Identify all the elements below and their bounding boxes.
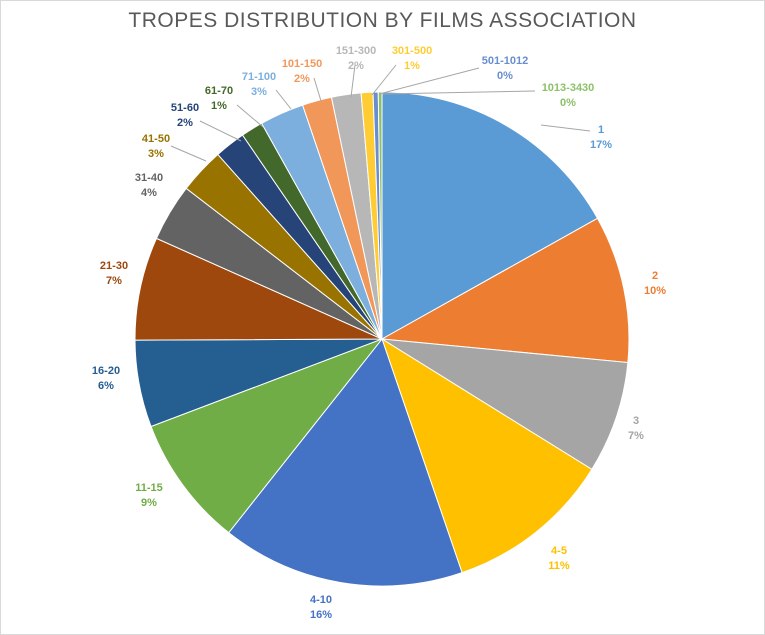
data-label-percent: 4% (141, 187, 157, 199)
leader-line-71-100 (275, 89, 292, 110)
data-label-101-150: 101-150 2% (282, 58, 322, 85)
data-label-category: 101-150 (282, 58, 322, 70)
pie-slice-4-10 (228, 337, 463, 587)
data-label-category: 16-20 (92, 365, 120, 377)
data-label-percent: 3% (251, 86, 267, 98)
leader-line-101-150 (313, 77, 322, 102)
data-label-percent: 7% (628, 430, 644, 442)
data-label-61-70: 61-70 1% (205, 85, 233, 112)
data-label-category: 501-1012 (482, 55, 529, 67)
data-label-category: 4-5 (551, 545, 567, 557)
data-label-category: 31-40 (135, 172, 163, 184)
data-label-percent: 10% (644, 285, 666, 297)
chart-title: TROPES DISTRIBUTION BY FILMS ASSOCIATION (128, 9, 637, 32)
leader-line-301-500 (371, 64, 397, 96)
data-label-percent: 2% (294, 73, 310, 85)
data-label-percent: 0% (497, 70, 513, 82)
data-label-51-60: 51-60 2% (171, 102, 199, 129)
data-label-11-15: 11-15 9% (135, 482, 163, 509)
data-label-category: 1 (598, 124, 604, 136)
data-label-percent: 16% (310, 609, 332, 621)
data-label-4-5: 4-511% (548, 545, 570, 572)
data-label-2: 210% (644, 270, 666, 297)
data-label-4-10: 4-10 16% (310, 594, 332, 621)
data-label-percent: 6% (98, 380, 114, 392)
data-label-percent: 1% (404, 60, 420, 72)
data-label-category: 4-10 (310, 594, 332, 606)
data-label-percent: 3% (148, 148, 164, 160)
leader-line-41-50 (170, 145, 207, 162)
data-label-category: 3 (633, 415, 639, 427)
data-label-41-50: 41-50 3% (142, 133, 170, 160)
data-label-category: 51-60 (171, 102, 199, 114)
data-label-percent: 17% (590, 139, 612, 151)
data-label-category: 41-50 (142, 133, 170, 145)
data-label-501-1012: 501-1012 0% (482, 55, 529, 82)
data-label-category: 71-100 (242, 71, 276, 83)
data-label-category: 61-70 (205, 85, 233, 97)
data-label-category: 151-300 (336, 45, 376, 57)
leader-line-61-70 (236, 104, 264, 128)
data-label-percent: 7% (106, 275, 122, 287)
data-label-301-500: 301-500 1% (392, 45, 432, 72)
data-label-category: 2 (652, 270, 658, 282)
data-label-16-20: 16-20 6% (92, 365, 120, 392)
data-label-percent: 11% (548, 560, 570, 572)
leader-line-151-300 (350, 64, 356, 98)
data-label-21-30: 21-30 7% (100, 260, 128, 287)
data-label-percent: 9% (141, 497, 157, 509)
data-label-1013-3430: 1013-3430 0% (542, 82, 595, 109)
data-label-category: 1013-3430 (542, 82, 595, 94)
data-label-1: 117% (590, 124, 612, 151)
pie-slice-3 (381, 338, 629, 471)
data-label-percent: 0% (560, 97, 576, 109)
data-label-71-100: 71-100 3% (242, 71, 276, 98)
leader-line-501-1012 (378, 67, 480, 95)
data-label-percent: 2% (348, 60, 364, 72)
data-label-3: 37% (628, 415, 644, 442)
leader-line-1 (540, 124, 591, 132)
pie-slice-11-15 (150, 337, 384, 534)
data-label-category: 11-15 (135, 482, 163, 494)
data-label-percent: 1% (211, 100, 227, 112)
pie-slice-2 (380, 217, 630, 364)
data-label-percent: 2% (177, 117, 193, 129)
data-label-category: 301-500 (392, 45, 432, 57)
data-label-151-300: 151-300 2% (336, 45, 376, 72)
data-label-31-40: 31-40 4% (135, 172, 163, 199)
pie-slice-4-5 (381, 337, 593, 574)
leader-line-1013-3430 (382, 90, 536, 95)
data-label-category: 21-30 (100, 260, 128, 272)
pie-slice-1013-3430 (377, 91, 383, 340)
leader-line-51-60 (199, 120, 242, 142)
